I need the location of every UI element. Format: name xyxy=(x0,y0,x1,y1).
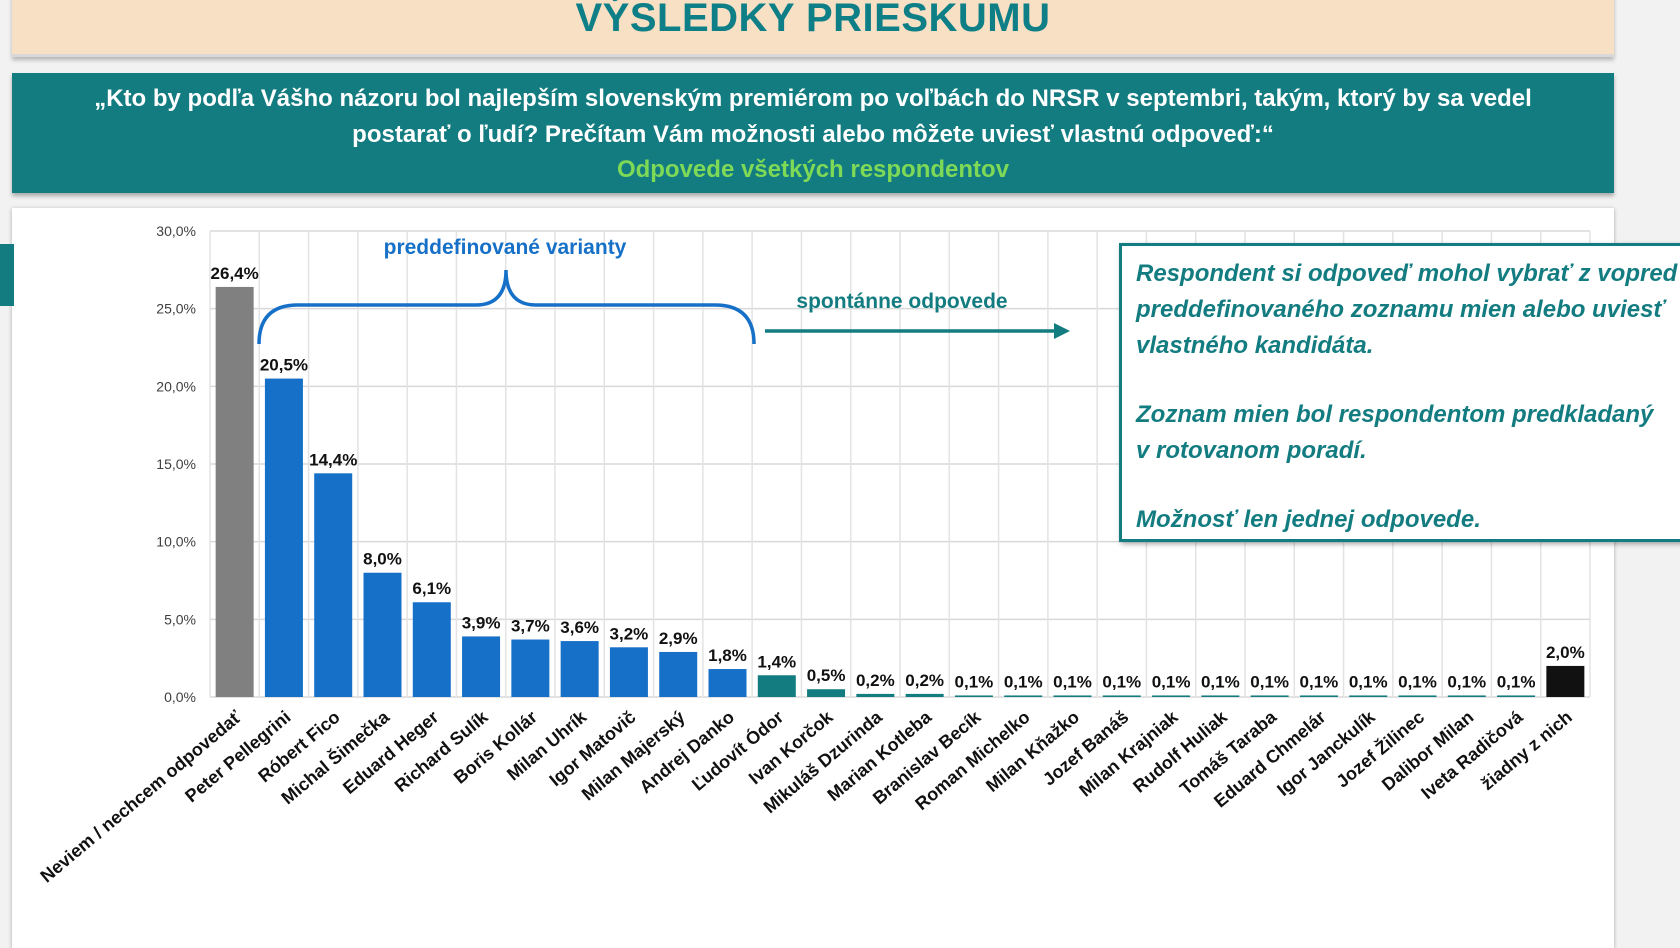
data-label: 0,1% xyxy=(955,672,994,691)
data-label: 0,1% xyxy=(1201,672,1240,691)
y-tick-label: 20,0% xyxy=(156,378,196,394)
data-label: 8,0% xyxy=(363,550,402,569)
spontaneous-label: spontánne odpovede xyxy=(796,290,1007,313)
data-label: 0,1% xyxy=(1300,672,1339,691)
bar xyxy=(954,695,993,697)
bar xyxy=(1398,695,1437,697)
data-label: 2,9% xyxy=(659,629,698,648)
data-label: 0,1% xyxy=(1497,672,1536,691)
chart-annotations: preddefinované varianty spontánne odpove… xyxy=(257,236,1070,345)
bar xyxy=(807,689,846,697)
bar xyxy=(1349,695,1388,697)
bar xyxy=(511,639,550,697)
data-label: 20,5% xyxy=(260,356,308,375)
data-label: 14,4% xyxy=(309,450,357,469)
bar xyxy=(1201,695,1240,697)
bar xyxy=(659,651,698,697)
bar xyxy=(1004,695,1043,697)
y-tick-label: 5,0% xyxy=(164,611,196,627)
y-tick-label: 10,0% xyxy=(156,534,196,550)
bar xyxy=(1152,695,1191,697)
bar xyxy=(264,378,303,697)
bar xyxy=(856,693,895,697)
note-paragraph-1: Respondent si odpoveď mohol vybrať z vop… xyxy=(1136,260,1678,359)
y-tick-label: 30,0% xyxy=(156,223,196,239)
note-paragraph-3: Možnosť len jednej odpovede. xyxy=(1136,506,1481,533)
data-labels: 26,4% 20,5% 14,4% 8,0% 6,1% 3,9% 3,7% 3,6% 3,2% 2… xyxy=(211,264,1585,692)
data-label: 3,2% xyxy=(610,624,649,643)
chart-bars xyxy=(215,286,1585,697)
bar xyxy=(905,693,944,697)
y-tick-label: 15,0% xyxy=(156,456,196,472)
data-label: 0,1% xyxy=(1447,672,1486,691)
question-text: „Kto by podľa Vášho názoru bol najlepším… xyxy=(94,85,1532,148)
data-label: 0,1% xyxy=(1349,672,1388,691)
note-paragraph-2: Zoznam mien bol respondentom predkladaný… xyxy=(1136,401,1654,464)
bar xyxy=(708,669,747,697)
question-band: „Kto by podľa Vášho názoru bol najlepším… xyxy=(12,73,1614,193)
bar xyxy=(314,473,353,697)
data-label: 1,8% xyxy=(708,646,747,665)
bar xyxy=(757,675,796,697)
methodology-note: Respondent si odpoveď mohol vybrať z vop… xyxy=(1119,243,1680,542)
data-label: 3,6% xyxy=(560,618,599,637)
predefined-brace xyxy=(257,269,756,345)
bar xyxy=(1447,695,1486,697)
question-subtitle: Odpovede všetkých respondentov xyxy=(616,156,1010,183)
bar xyxy=(215,286,254,697)
bar xyxy=(609,647,648,697)
data-label: 0,1% xyxy=(1053,672,1092,691)
data-label: 0,1% xyxy=(1250,672,1289,691)
data-label: 0,1% xyxy=(1102,672,1141,691)
bar xyxy=(1546,665,1585,697)
data-label: 0,1% xyxy=(1004,672,1043,691)
data-label: 0,2% xyxy=(856,671,895,690)
y-tick-label: 25,0% xyxy=(156,301,196,317)
data-label: 6,1% xyxy=(412,579,451,598)
data-label: 26,4% xyxy=(211,264,259,283)
bar xyxy=(560,641,599,697)
page-title: VÝSLEDKY PRIESKUMU xyxy=(575,0,1051,40)
predefined-label: preddefinované varianty xyxy=(384,236,627,259)
data-label: 3,7% xyxy=(511,617,550,636)
bar xyxy=(363,572,402,697)
bar xyxy=(412,602,451,697)
title-band: VÝSLEDKY PRIESKUMU xyxy=(12,0,1614,57)
data-label: 0,1% xyxy=(1398,672,1437,691)
bar xyxy=(462,636,501,697)
data-label: 0,5% xyxy=(807,666,846,685)
side-tab xyxy=(0,244,14,306)
y-tick-label: 0,0% xyxy=(164,689,196,705)
data-label: 3,9% xyxy=(462,613,501,632)
data-label: 1,4% xyxy=(757,652,796,671)
x-tick-label: Neviem / nechcem odpovedať xyxy=(36,707,245,887)
spontaneous-arrow-head xyxy=(1054,323,1070,339)
data-label: 2,0% xyxy=(1546,643,1585,662)
bar xyxy=(1497,695,1536,697)
data-label: 0,1% xyxy=(1152,672,1191,691)
bar xyxy=(1299,695,1338,697)
bar xyxy=(1053,695,1092,697)
bar xyxy=(1102,695,1141,697)
bar xyxy=(1250,695,1289,697)
y-axis-ticks: 0,0% 5,0% 10,0% 15,0% 20,0% 25,0% 30,0% xyxy=(156,223,196,705)
data-label: 0,2% xyxy=(905,671,944,690)
